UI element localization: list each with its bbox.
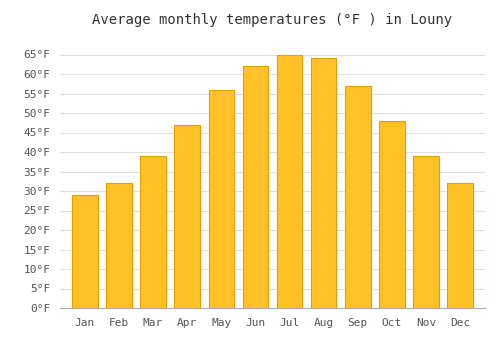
Bar: [277, 55, 302, 308]
Title: Average monthly temperatures (°F ) in Louny: Average monthly temperatures (°F ) in Lo…: [92, 13, 452, 27]
Bar: [311, 58, 336, 308]
Bar: [174, 125, 200, 308]
Bar: [140, 156, 166, 308]
Bar: [345, 86, 370, 308]
Bar: [448, 183, 473, 308]
Bar: [72, 195, 98, 308]
Bar: [379, 121, 404, 308]
Bar: [414, 156, 439, 308]
Bar: [106, 183, 132, 308]
Bar: [242, 66, 268, 308]
Bar: [208, 90, 234, 308]
